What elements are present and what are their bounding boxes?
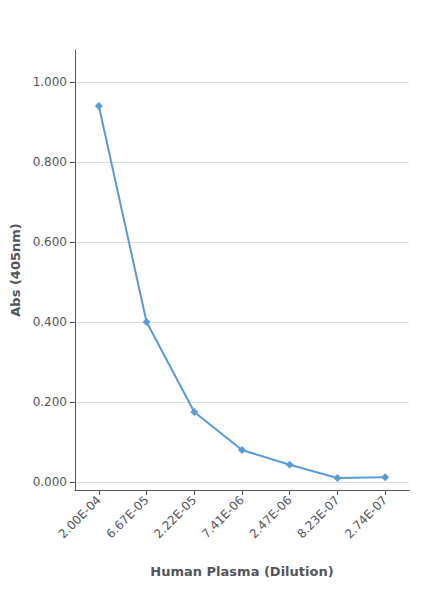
svg-text:Abs (405nm): Abs (405nm) [8, 223, 23, 316]
svg-text:0.600: 0.600 [33, 235, 67, 249]
svg-text:0.000: 0.000 [33, 475, 67, 489]
svg-text:2.00E-04: 2.00E-04 [56, 493, 104, 541]
svg-text:2.47E-06: 2.47E-06 [247, 493, 295, 541]
svg-text:0.400: 0.400 [33, 315, 67, 329]
svg-text:2.74E-07: 2.74E-07 [342, 493, 390, 541]
svg-text:2.22E-05: 2.22E-05 [151, 493, 199, 541]
svg-text:Human Plasma (Dilution): Human Plasma (Dilution) [150, 564, 333, 579]
svg-text:7.41E-06: 7.41E-06 [199, 493, 247, 541]
svg-text:1.000: 1.000 [33, 75, 67, 89]
svg-text:0.800: 0.800 [33, 155, 67, 169]
svg-text:0.200: 0.200 [33, 395, 67, 409]
svg-text:8.23E-07: 8.23E-07 [294, 493, 342, 541]
svg-text:6.67E-05: 6.67E-05 [104, 493, 152, 541]
